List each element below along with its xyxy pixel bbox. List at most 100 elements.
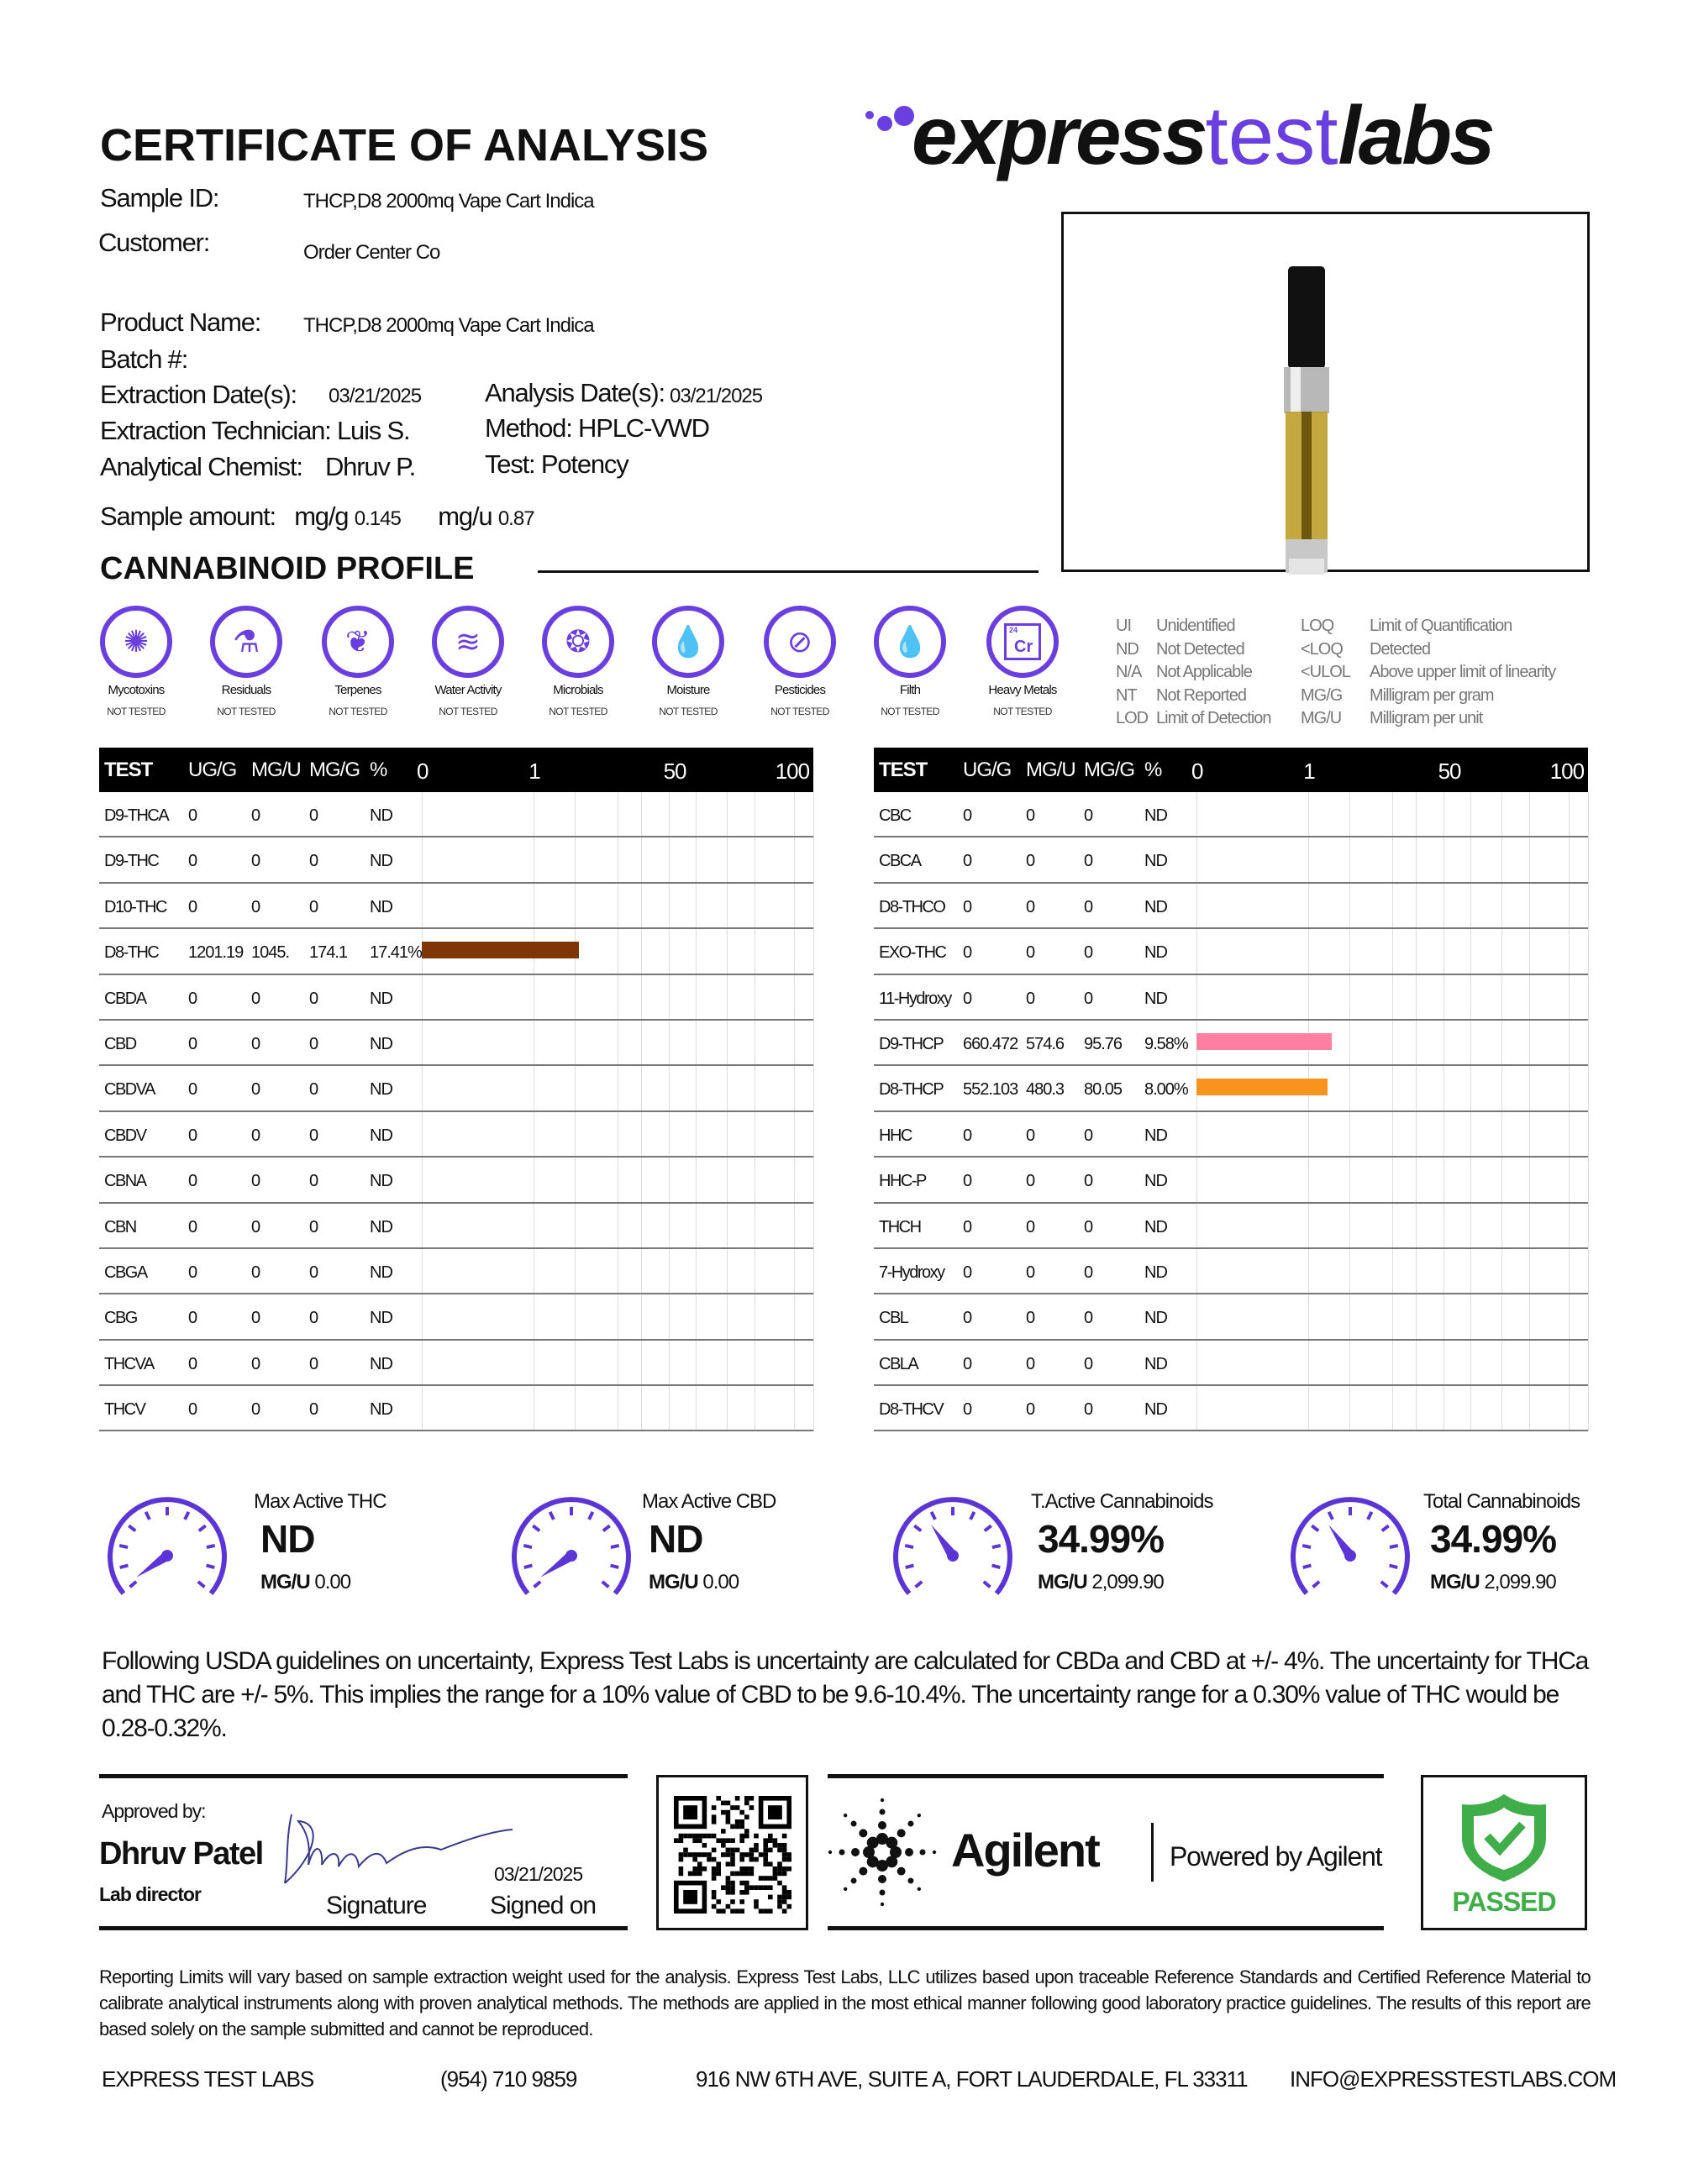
agilent-spark-icon	[828, 1798, 937, 1907]
scale-tick: 100	[775, 759, 810, 784]
cell-mgg: 0	[309, 806, 318, 825]
cell-test: CBNA	[104, 1172, 147, 1191]
cell-ugg: 0	[188, 897, 197, 916]
cell-mgu: 0	[1026, 1309, 1035, 1328]
batch-label: Batch #:	[100, 344, 188, 374]
cell-mgu: 0	[251, 989, 260, 1008]
cell-mgg: 0	[1084, 1309, 1093, 1328]
result-bar	[422, 942, 579, 959]
footer-company: EXPRESS TEST LABS	[102, 2066, 314, 2092]
customer-value: Order Center Co	[303, 241, 440, 264]
cell-pct: ND	[1144, 897, 1168, 916]
cell-ugg: 0	[188, 1080, 197, 1100]
summary-mgu: MG/U 0.00	[260, 1571, 351, 1593]
divider	[99, 1774, 628, 1778]
passed-label: PASSED	[1452, 1887, 1556, 1917]
technician-value: Luis S.	[337, 416, 411, 445]
cell-pct: ND	[1144, 1400, 1168, 1420]
cell-ugg: 0	[963, 943, 972, 963]
gauge-icon	[893, 1497, 1012, 1595]
gridline	[696, 792, 697, 1432]
cell-pct: ND	[370, 852, 393, 871]
cell-mgg: 0	[309, 1309, 318, 1328]
cell-ugg: 0	[188, 1126, 197, 1145]
cell-mgu: 0	[251, 1217, 260, 1236]
legend-abbr: LOD	[1116, 709, 1149, 727]
cell-test: D9-THCP	[879, 1034, 944, 1053]
cell-test: CBL	[879, 1309, 909, 1328]
cell-pct: ND	[370, 1263, 393, 1282]
cell-pct: ND	[370, 1309, 393, 1328]
gauge-icon	[512, 1497, 631, 1595]
cell-pct: ND	[1144, 1309, 1168, 1328]
table-row: CBDVA 0 0 0 ND	[99, 1066, 813, 1112]
divider	[828, 1774, 1384, 1778]
cell-test: CBDV	[104, 1126, 147, 1145]
qr-code[interactable]	[674, 1796, 791, 1914]
cell-mgu: 0	[251, 806, 260, 825]
table-row: CBG 0 0 0 ND	[99, 1294, 813, 1341]
cell-mgu: 0	[251, 1126, 260, 1145]
gridline	[668, 792, 670, 1432]
cell-test: D9-THCA	[104, 806, 170, 825]
cell-pct: ND	[370, 1080, 393, 1100]
column-header: TEST	[879, 759, 928, 781]
cell-mgu: 0	[1026, 1172, 1035, 1191]
cell-test: 7-Hydroxy	[879, 1263, 945, 1282]
cell-mgg: 0	[309, 1400, 318, 1420]
cell-test: HHC-P	[879, 1172, 927, 1191]
cell-mgu: 0	[251, 1080, 260, 1100]
cell-pct: ND	[370, 806, 393, 825]
test-status: NOT TESTED	[770, 706, 829, 717]
divider	[538, 570, 1039, 573]
cell-mgu: 0	[251, 897, 260, 916]
cell-ugg: 0	[188, 1263, 197, 1282]
cell-pct: ND	[1144, 1263, 1168, 1282]
gridline	[1196, 792, 1197, 1432]
legend-abbr: <LOQ	[1301, 639, 1344, 659]
column-header: %	[370, 759, 387, 781]
cell-pct: 9.58%	[1144, 1034, 1189, 1053]
scale-tick: 1	[528, 759, 541, 784]
cell-ugg: 660.472	[963, 1034, 1018, 1053]
test-status: NOT TESTED	[107, 706, 166, 717]
petri-dish-icon: ❂	[542, 606, 614, 678]
gridline	[793, 792, 795, 1432]
test-status: NOT TESTED	[439, 706, 497, 717]
test-status: NOT TESTED	[993, 706, 1052, 717]
cell-pct: ND	[1144, 1126, 1168, 1145]
cell-pct: ND	[370, 897, 393, 916]
cell-test: CBGA	[104, 1263, 148, 1282]
signed-on-label: Signed on	[490, 1892, 597, 1919]
cell-mgu: 480.3	[1026, 1080, 1065, 1100]
cell-mgg: 0	[309, 1080, 318, 1100]
table-header: TEST UG/G MG/U MG/G% 0 1 50 100	[874, 748, 1588, 792]
cell-mgu: 1045.	[251, 943, 290, 963]
cell-pct: 17.41%	[370, 943, 423, 963]
spray-icon: ⊘	[764, 606, 836, 678]
gridline	[1349, 792, 1350, 1432]
footer-email[interactable]: INFO@EXPRESSTESTLABS.COM	[1290, 2066, 1617, 2092]
cell-mgu: 0	[1026, 989, 1035, 1008]
cell-test: CBN	[104, 1217, 137, 1236]
cell-ugg: 0	[963, 897, 972, 916]
legend-desc: Detected	[1370, 639, 1431, 659]
scale-tick: 0	[417, 759, 429, 784]
table-row: D9-THCP 660.472 574.6 95.76 9.58%	[874, 1021, 1588, 1067]
cell-test: CBG	[104, 1309, 138, 1328]
cell-test: D8-THCO	[879, 897, 946, 916]
test-label: Moisture	[666, 683, 710, 697]
cell-test: CBDA	[104, 989, 147, 1008]
cell-mgg: 0	[309, 897, 318, 916]
logo: expresstestlabs	[912, 89, 1496, 181]
cell-pct: ND	[370, 1034, 393, 1053]
legend-desc: Not Applicable	[1156, 663, 1253, 681]
test-label: Mycotoxins	[108, 683, 165, 697]
cell-mgg: 0	[309, 1217, 318, 1236]
cell-test: EXO-THC	[879, 943, 947, 963]
footer-phone[interactable]: (954) 710 9859	[440, 2066, 577, 2092]
cell-pct: ND	[370, 1126, 393, 1145]
table-row: D9-THC 0 0 0 ND	[99, 837, 813, 884]
test-type: Test: Potency	[485, 449, 629, 479]
gauge-icon	[108, 1497, 227, 1595]
